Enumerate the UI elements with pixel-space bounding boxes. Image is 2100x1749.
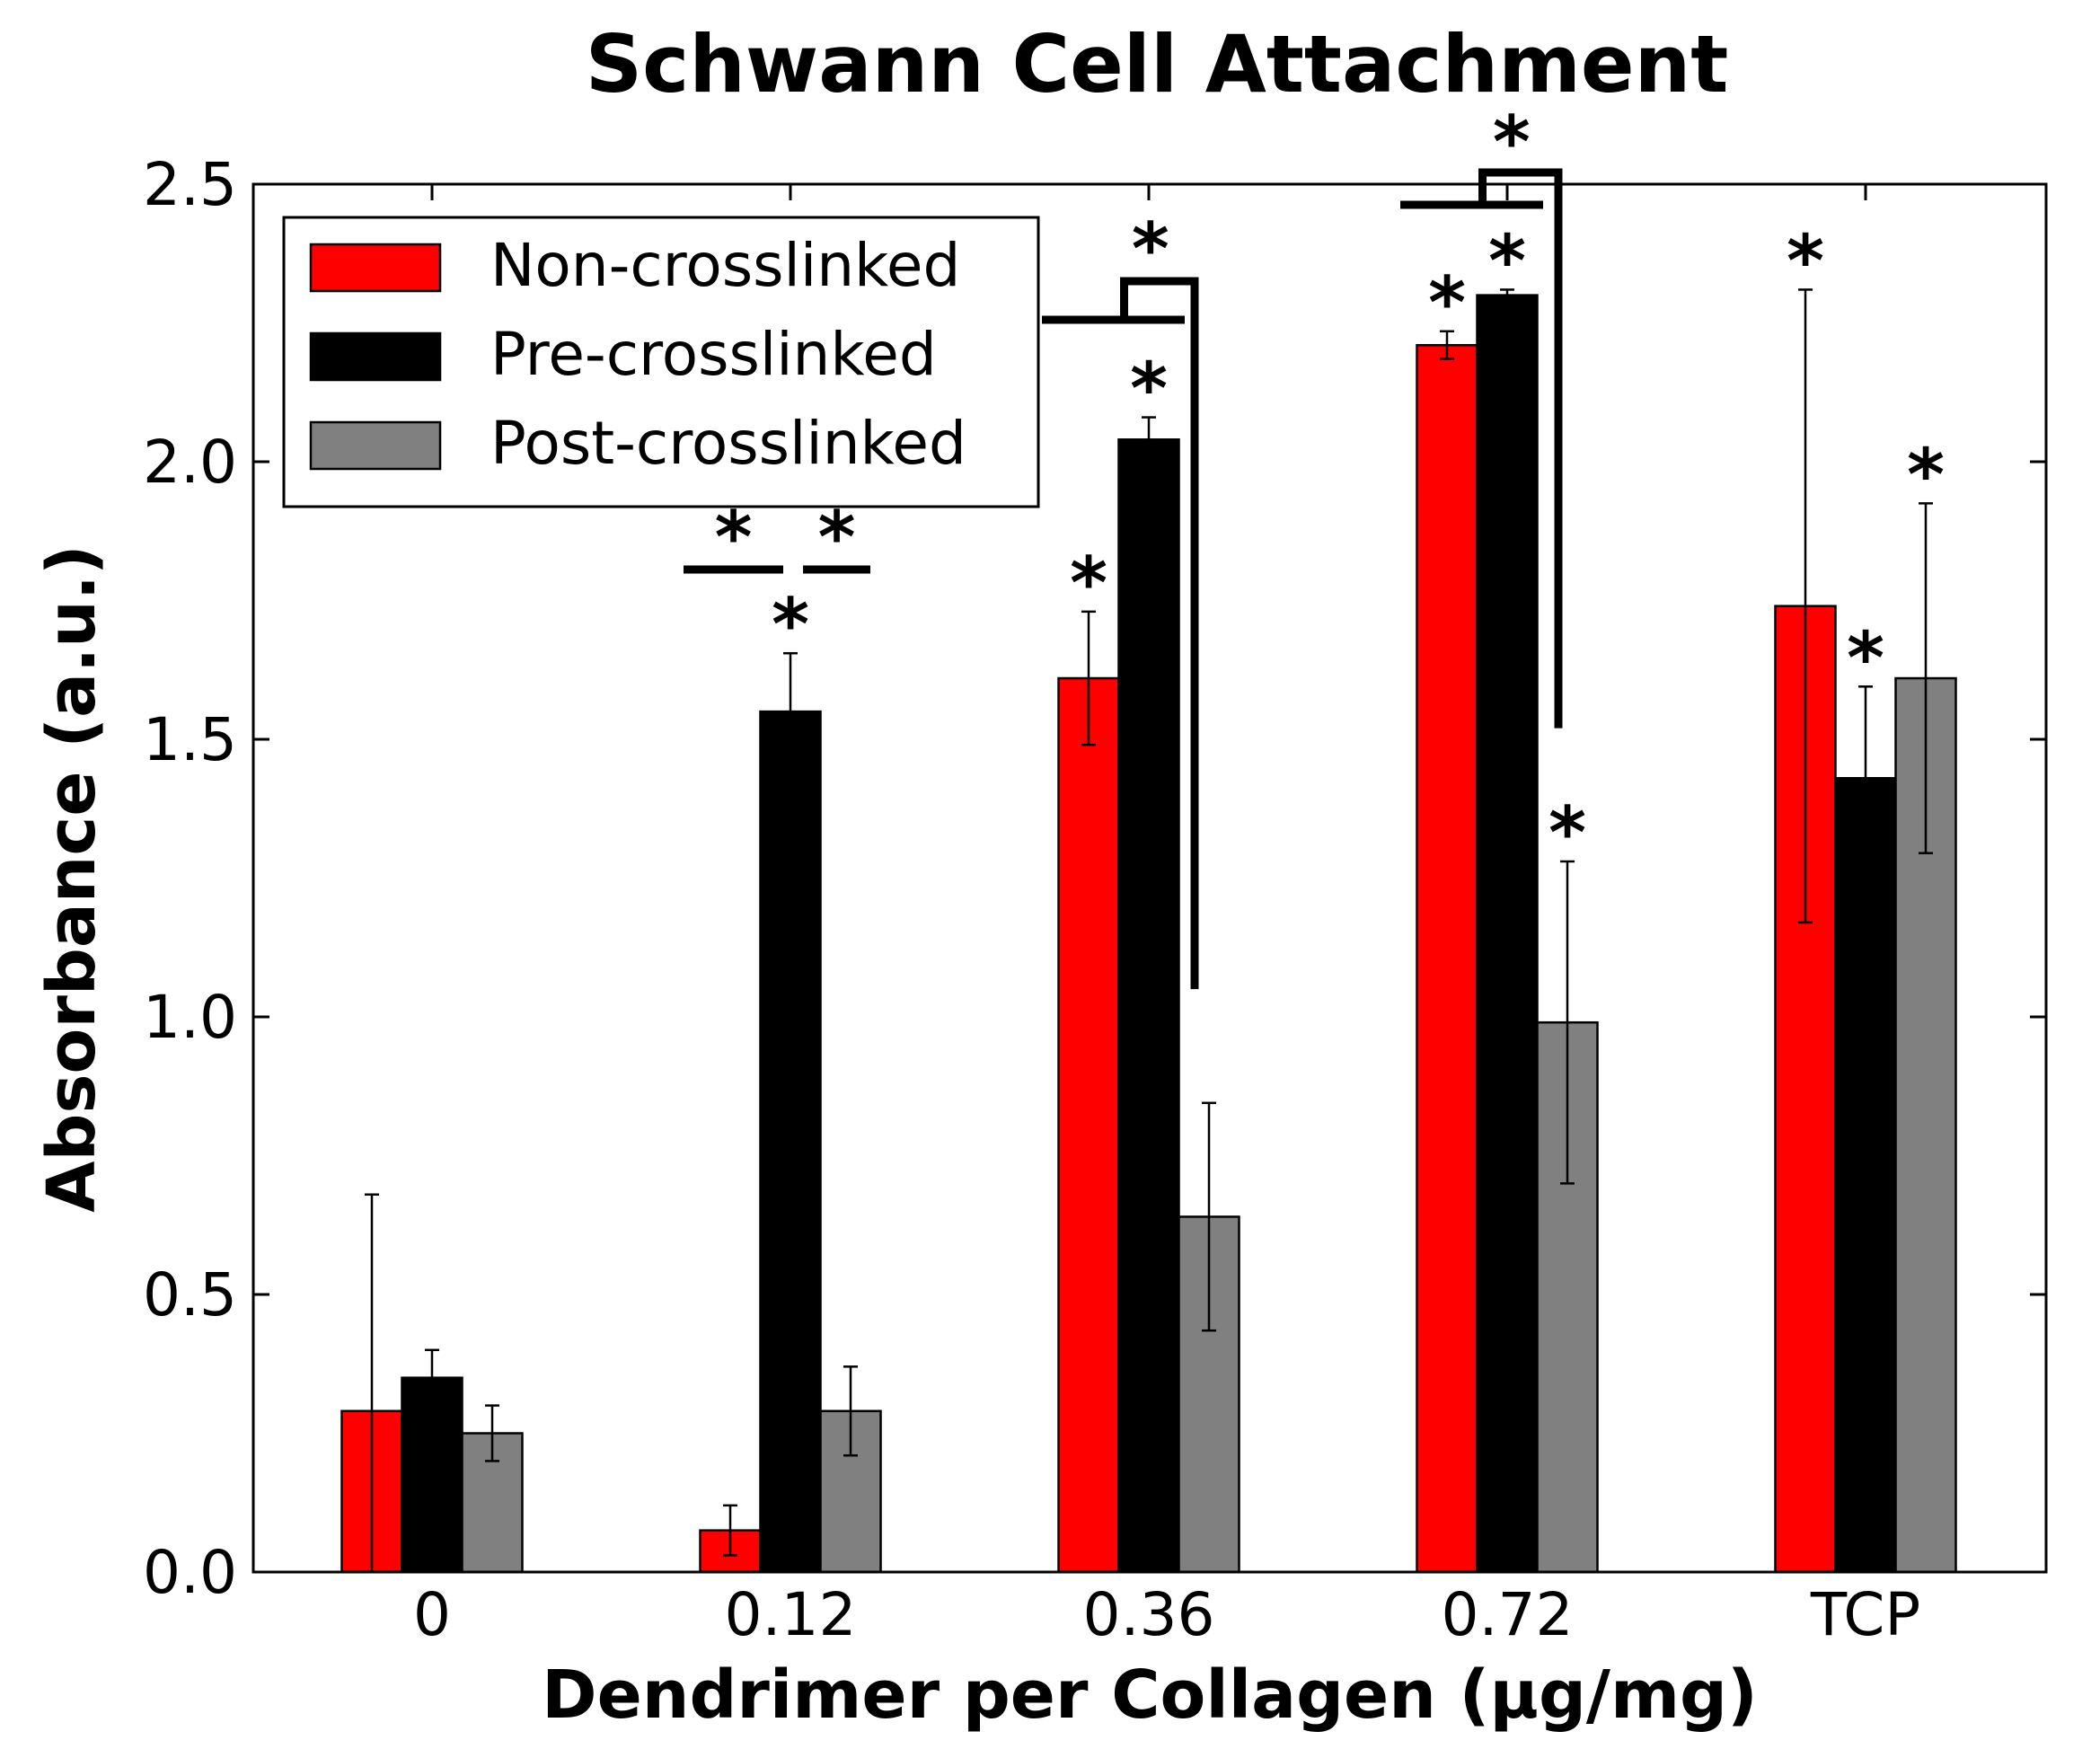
x-tick-label: 0.36 xyxy=(1083,1580,1215,1649)
significance-star: * xyxy=(1847,616,1884,700)
error-bar xyxy=(425,1348,439,1407)
bar-pre-crosslinked-0 xyxy=(401,1376,463,1574)
significance-star: * xyxy=(1549,791,1586,875)
significance-star: * xyxy=(1907,433,1945,517)
y-tick-label: 2.5 xyxy=(143,150,237,219)
significance-star: * xyxy=(772,583,809,667)
comparison-bracket xyxy=(1478,168,1563,729)
error-bar xyxy=(843,1365,858,1457)
y-tick-label: 0.5 xyxy=(143,1260,237,1329)
error-bar xyxy=(1440,330,1454,360)
y-axis: 0.0 0.5 1.0 1.5 2.0 2.5 xyxy=(143,150,2046,1607)
significance-star: * xyxy=(1130,348,1168,431)
bar-pre-crosslinked-0.72 xyxy=(1476,294,1539,1574)
significance-layer: ** ******** *** xyxy=(684,101,1945,990)
x-axis-label: Dendrimer per Collagen (µg/mg) xyxy=(542,1656,1758,1734)
y-tick-label: 1.5 xyxy=(143,705,237,774)
x-tick-label: 0.72 xyxy=(1442,1580,1574,1649)
error-bar xyxy=(1560,860,1575,1185)
legend-entry: Post-crosslinked xyxy=(309,409,966,478)
significance-star: * xyxy=(1787,219,1824,303)
significance-star: * xyxy=(1493,101,1531,184)
bar-non-crosslinked-0.36 xyxy=(1057,676,1120,1574)
y-tick-label: 1.0 xyxy=(143,983,237,1052)
chart-title: Schwann Cell Attachment xyxy=(586,18,1729,110)
significance-star: * xyxy=(818,496,856,579)
legend-swatch xyxy=(309,331,442,382)
y-tick-label: 2.0 xyxy=(143,428,237,497)
error-bar xyxy=(1798,288,1813,924)
x-tick-label: 0.12 xyxy=(725,1580,857,1649)
x-tick-label: TCP xyxy=(1810,1580,1920,1649)
error-bars-layer xyxy=(365,288,1933,1574)
error-bar xyxy=(485,1404,499,1462)
significance-star: * xyxy=(1132,208,1169,291)
error-bar xyxy=(1500,288,1514,303)
comparison-bracket xyxy=(1120,277,1199,990)
legend-swatch xyxy=(309,420,442,471)
legend-label: Post-crosslinked xyxy=(490,409,966,478)
error-bar xyxy=(1081,610,1096,746)
x-tick-label: 0 xyxy=(413,1580,451,1649)
legend-label: Pre-crosslinked xyxy=(490,320,937,389)
y-tick-label: 0.0 xyxy=(143,1538,237,1607)
error-bar xyxy=(1142,416,1156,464)
error-bar xyxy=(783,651,798,772)
legend-entry: Pre-crosslinked xyxy=(309,320,937,389)
error-bar xyxy=(723,1504,737,1557)
error-bar xyxy=(1919,502,1933,854)
error-bar xyxy=(1202,1101,1216,1332)
legend-swatch xyxy=(309,243,442,293)
bar-non-crosslinked-0.72 xyxy=(1416,343,1478,1574)
significance-star: * xyxy=(1070,542,1107,625)
significance-star: * xyxy=(1488,219,1526,303)
legend-entry: Non-crosslinked xyxy=(309,231,960,300)
legend-label: Non-crosslinked xyxy=(490,231,960,300)
y-axis-label: Absorbance (a.u.) xyxy=(33,544,110,1213)
error-bar xyxy=(1858,685,1873,871)
bar-pre-crosslinked-0.36 xyxy=(1117,438,1180,1574)
bar-pre-crosslinked-TCP xyxy=(1834,777,1897,1574)
significance-star: * xyxy=(715,496,753,579)
significance-star: * xyxy=(1428,261,1466,345)
x-axis: 0 0.12 0.36 0.72 TCP xyxy=(413,184,1920,1649)
legend: Non-crosslinked Pre-crosslinked Post-cross… xyxy=(282,216,1040,508)
bar-pre-crosslinked-0.12 xyxy=(759,710,822,1574)
